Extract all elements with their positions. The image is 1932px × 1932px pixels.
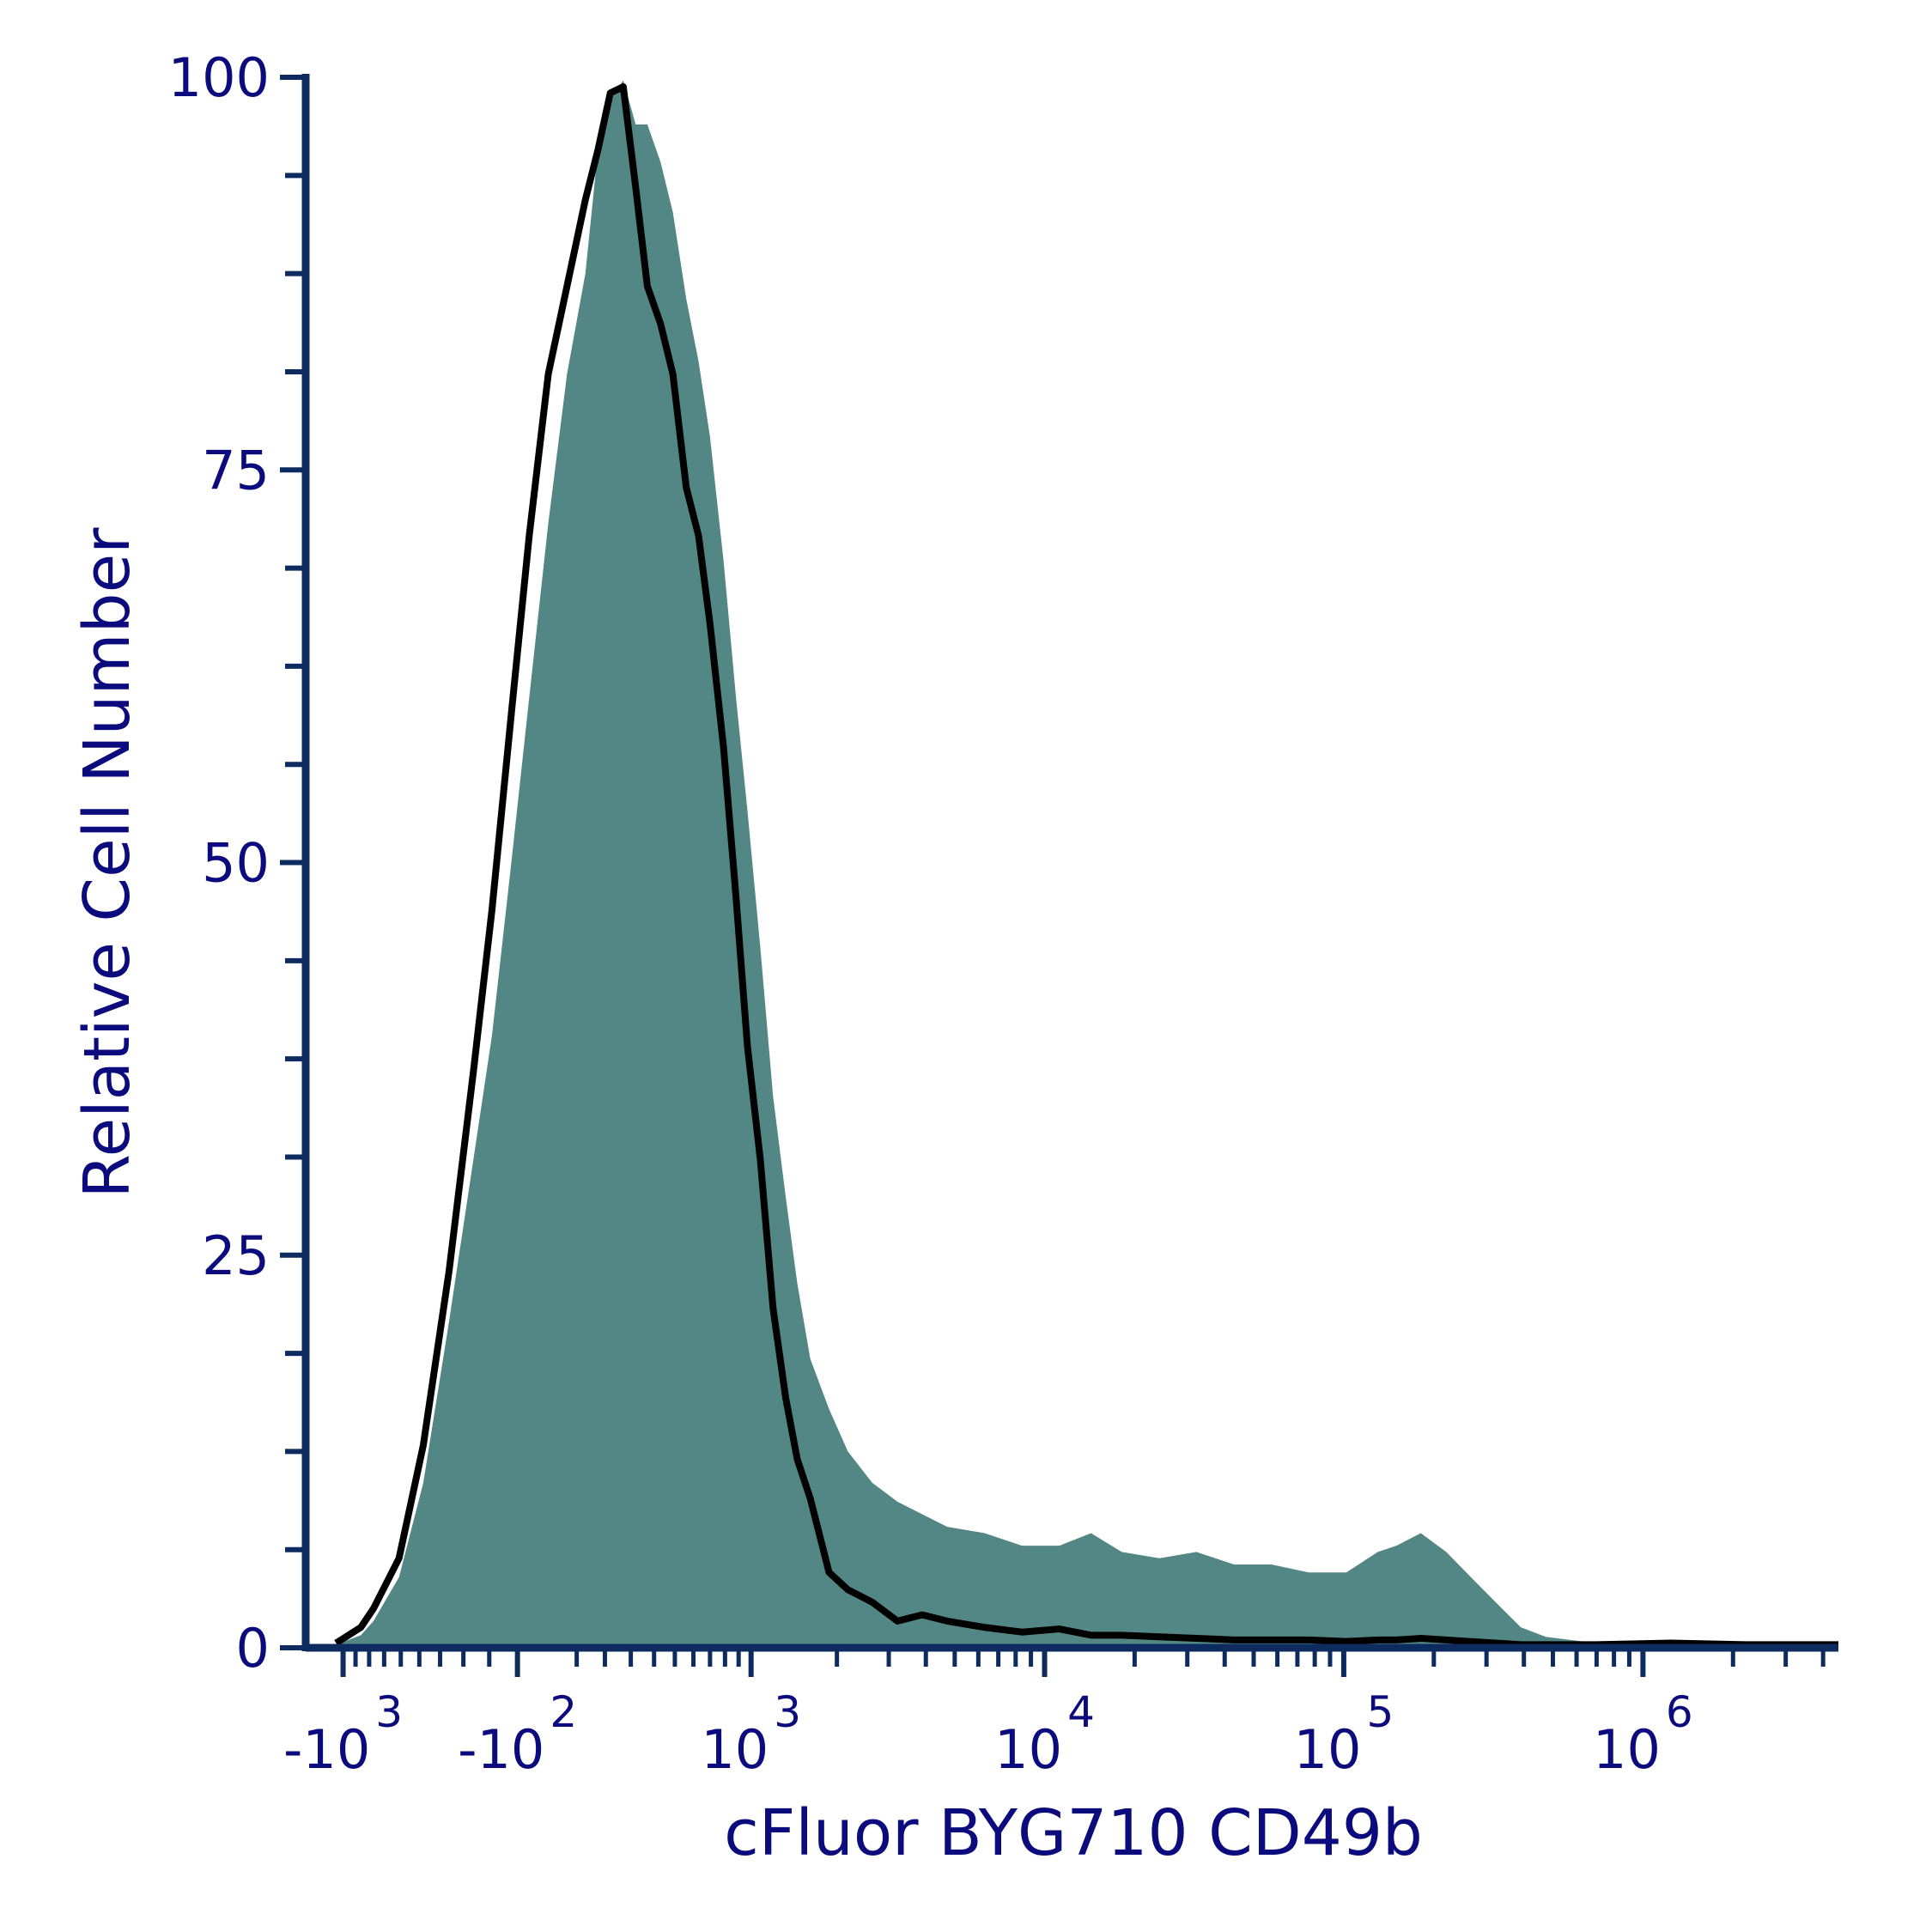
y-tick-label: 50 — [202, 832, 270, 895]
x-tick-label: 103 — [701, 1687, 801, 1781]
x-tick-label: 104 — [994, 1687, 1095, 1781]
histogram-area — [336, 80, 1839, 1645]
histogram-line — [334, 82, 1838, 1649]
x-axis-title: cFluor BYG710 CD49b — [724, 1796, 1423, 1870]
y-tick-label: 75 — [202, 439, 270, 501]
x-tick-label: 106 — [1593, 1687, 1693, 1781]
y-tick-label: 100 — [168, 46, 270, 109]
x-tick-label: -103 — [283, 1687, 403, 1781]
x-tick-label: -102 — [458, 1687, 577, 1781]
y-tick-label: 0 — [236, 1617, 270, 1680]
y-tick-label: 25 — [202, 1224, 270, 1287]
x-tick-label: 105 — [1294, 1687, 1394, 1781]
y-axis-title: Relative Cell Number — [70, 527, 144, 1199]
plot-area — [334, 80, 1839, 1649]
